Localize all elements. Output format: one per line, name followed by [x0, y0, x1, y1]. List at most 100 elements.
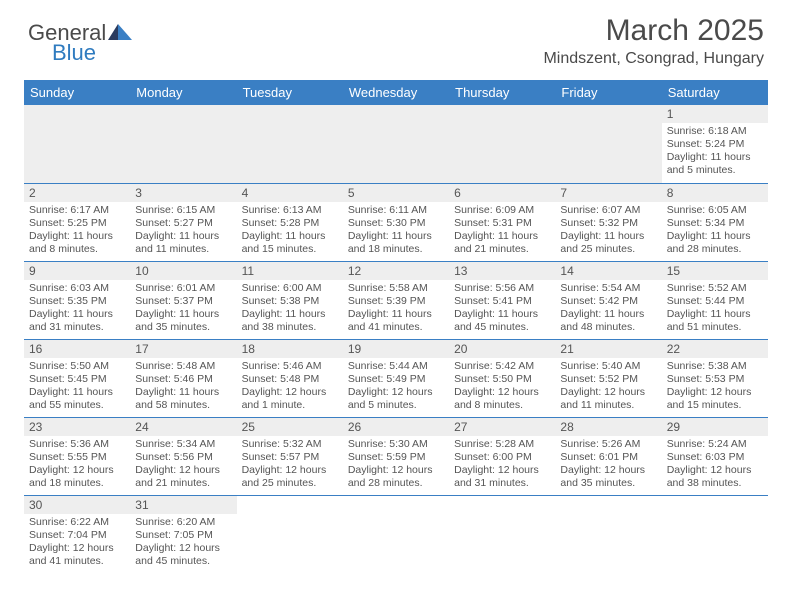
calendar-cell: 18Sunrise: 5:46 AMSunset: 5:48 PMDayligh… [237, 339, 343, 417]
day-info: Sunrise: 6:00 AMSunset: 5:38 PMDaylight:… [237, 280, 343, 339]
calendar-cell: 15Sunrise: 5:52 AMSunset: 5:44 PMDayligh… [662, 261, 768, 339]
day-info: Sunrise: 5:28 AMSunset: 6:00 PMDaylight:… [449, 436, 555, 495]
calendar-cell: 16Sunrise: 5:50 AMSunset: 5:45 PMDayligh… [24, 339, 130, 417]
day-number: 13 [449, 262, 555, 280]
calendar-cell: 5Sunrise: 6:11 AMSunset: 5:30 PMDaylight… [343, 183, 449, 261]
calendar-cell: 8Sunrise: 6:05 AMSunset: 5:34 PMDaylight… [662, 183, 768, 261]
day-number: 17 [130, 340, 236, 358]
day-number: 1 [662, 105, 768, 123]
page-title: March 2025 [543, 14, 764, 48]
day-number: 21 [555, 340, 661, 358]
calendar-cell: 13Sunrise: 5:56 AMSunset: 5:41 PMDayligh… [449, 261, 555, 339]
day-number: 9 [24, 262, 130, 280]
calendar-cell [555, 105, 661, 183]
day-number: 5 [343, 184, 449, 202]
day-number: 2 [24, 184, 130, 202]
calendar-week-row: 23Sunrise: 5:36 AMSunset: 5:55 PMDayligh… [24, 417, 768, 495]
calendar-cell: 28Sunrise: 5:26 AMSunset: 6:01 PMDayligh… [555, 417, 661, 495]
day-info: Sunrise: 6:07 AMSunset: 5:32 PMDaylight:… [555, 202, 661, 261]
calendar-cell [449, 105, 555, 183]
day-info: Sunrise: 6:13 AMSunset: 5:28 PMDaylight:… [237, 202, 343, 261]
day-number: 16 [24, 340, 130, 358]
calendar-cell [237, 105, 343, 183]
day-number: 4 [237, 184, 343, 202]
calendar-cell [130, 105, 236, 183]
logo-icon [108, 20, 132, 46]
day-number: 20 [449, 340, 555, 358]
calendar-cell: 7Sunrise: 6:07 AMSunset: 5:32 PMDaylight… [555, 183, 661, 261]
day-info: Sunrise: 5:42 AMSunset: 5:50 PMDaylight:… [449, 358, 555, 417]
calendar-cell: 30Sunrise: 6:22 AMSunset: 7:04 PMDayligh… [24, 495, 130, 573]
day-info: Sunrise: 5:58 AMSunset: 5:39 PMDaylight:… [343, 280, 449, 339]
day-info: Sunrise: 5:48 AMSunset: 5:46 PMDaylight:… [130, 358, 236, 417]
day-info: Sunrise: 5:36 AMSunset: 5:55 PMDaylight:… [24, 436, 130, 495]
weekday-header-row: Sunday Monday Tuesday Wednesday Thursday… [24, 80, 768, 105]
calendar-cell: 25Sunrise: 5:32 AMSunset: 5:57 PMDayligh… [237, 417, 343, 495]
day-info: Sunrise: 6:20 AMSunset: 7:05 PMDaylight:… [130, 514, 236, 573]
weekday-header: Tuesday [237, 80, 343, 105]
calendar-cell: 23Sunrise: 5:36 AMSunset: 5:55 PMDayligh… [24, 417, 130, 495]
calendar-week-row: 1Sunrise: 6:18 AMSunset: 5:24 PMDaylight… [24, 105, 768, 183]
calendar-cell: 26Sunrise: 5:30 AMSunset: 5:59 PMDayligh… [343, 417, 449, 495]
calendar-cell: 29Sunrise: 5:24 AMSunset: 6:03 PMDayligh… [662, 417, 768, 495]
day-number: 11 [237, 262, 343, 280]
day-info: Sunrise: 6:03 AMSunset: 5:35 PMDaylight:… [24, 280, 130, 339]
day-number: 29 [662, 418, 768, 436]
day-number: 24 [130, 418, 236, 436]
calendar-cell: 9Sunrise: 6:03 AMSunset: 5:35 PMDaylight… [24, 261, 130, 339]
weekday-header: Monday [130, 80, 236, 105]
weekday-header: Friday [555, 80, 661, 105]
logo-text-2: Blue [52, 40, 96, 66]
weekday-header: Sunday [24, 80, 130, 105]
calendar-cell [662, 495, 768, 573]
day-number: 18 [237, 340, 343, 358]
day-info: Sunrise: 6:22 AMSunset: 7:04 PMDaylight:… [24, 514, 130, 573]
weekday-header: Saturday [662, 80, 768, 105]
day-number: 14 [555, 262, 661, 280]
day-info: Sunrise: 5:50 AMSunset: 5:45 PMDaylight:… [24, 358, 130, 417]
day-info: Sunrise: 5:26 AMSunset: 6:01 PMDaylight:… [555, 436, 661, 495]
day-number: 7 [555, 184, 661, 202]
day-info: Sunrise: 5:56 AMSunset: 5:41 PMDaylight:… [449, 280, 555, 339]
day-info: Sunrise: 6:11 AMSunset: 5:30 PMDaylight:… [343, 202, 449, 261]
day-info: Sunrise: 6:05 AMSunset: 5:34 PMDaylight:… [662, 202, 768, 261]
day-info: Sunrise: 5:32 AMSunset: 5:57 PMDaylight:… [237, 436, 343, 495]
day-info: Sunrise: 5:46 AMSunset: 5:48 PMDaylight:… [237, 358, 343, 417]
header-right: March 2025 Mindszent, Csongrad, Hungary [543, 14, 764, 68]
day-info: Sunrise: 5:38 AMSunset: 5:53 PMDaylight:… [662, 358, 768, 417]
day-number: 12 [343, 262, 449, 280]
day-number: 25 [237, 418, 343, 436]
calendar-cell: 10Sunrise: 6:01 AMSunset: 5:37 PMDayligh… [130, 261, 236, 339]
day-number: 30 [24, 496, 130, 514]
calendar-cell [449, 495, 555, 573]
calendar-cell [343, 105, 449, 183]
calendar-table: Sunday Monday Tuesday Wednesday Thursday… [24, 80, 768, 573]
calendar-cell: 22Sunrise: 5:38 AMSunset: 5:53 PMDayligh… [662, 339, 768, 417]
day-number: 15 [662, 262, 768, 280]
day-info: Sunrise: 6:09 AMSunset: 5:31 PMDaylight:… [449, 202, 555, 261]
day-info: Sunrise: 5:54 AMSunset: 5:42 PMDaylight:… [555, 280, 661, 339]
day-info: Sunrise: 6:18 AMSunset: 5:24 PMDaylight:… [662, 123, 768, 182]
calendar-cell [555, 495, 661, 573]
calendar-cell: 11Sunrise: 6:00 AMSunset: 5:38 PMDayligh… [237, 261, 343, 339]
day-number: 23 [24, 418, 130, 436]
day-info: Sunrise: 5:34 AMSunset: 5:56 PMDaylight:… [130, 436, 236, 495]
calendar-cell: 14Sunrise: 5:54 AMSunset: 5:42 PMDayligh… [555, 261, 661, 339]
calendar-cell: 2Sunrise: 6:17 AMSunset: 5:25 PMDaylight… [24, 183, 130, 261]
calendar-cell: 6Sunrise: 6:09 AMSunset: 5:31 PMDaylight… [449, 183, 555, 261]
day-info: Sunrise: 6:17 AMSunset: 5:25 PMDaylight:… [24, 202, 130, 261]
calendar-week-row: 9Sunrise: 6:03 AMSunset: 5:35 PMDaylight… [24, 261, 768, 339]
location: Mindszent, Csongrad, Hungary [543, 50, 764, 68]
calendar-cell: 24Sunrise: 5:34 AMSunset: 5:56 PMDayligh… [130, 417, 236, 495]
day-info: Sunrise: 5:24 AMSunset: 6:03 PMDaylight:… [662, 436, 768, 495]
day-info: Sunrise: 5:44 AMSunset: 5:49 PMDaylight:… [343, 358, 449, 417]
calendar-cell: 19Sunrise: 5:44 AMSunset: 5:49 PMDayligh… [343, 339, 449, 417]
day-number: 31 [130, 496, 236, 514]
day-number: 10 [130, 262, 236, 280]
day-info: Sunrise: 5:40 AMSunset: 5:52 PMDaylight:… [555, 358, 661, 417]
calendar-cell: 12Sunrise: 5:58 AMSunset: 5:39 PMDayligh… [343, 261, 449, 339]
day-number: 6 [449, 184, 555, 202]
day-number: 8 [662, 184, 768, 202]
calendar-cell: 27Sunrise: 5:28 AMSunset: 6:00 PMDayligh… [449, 417, 555, 495]
weekday-header: Wednesday [343, 80, 449, 105]
